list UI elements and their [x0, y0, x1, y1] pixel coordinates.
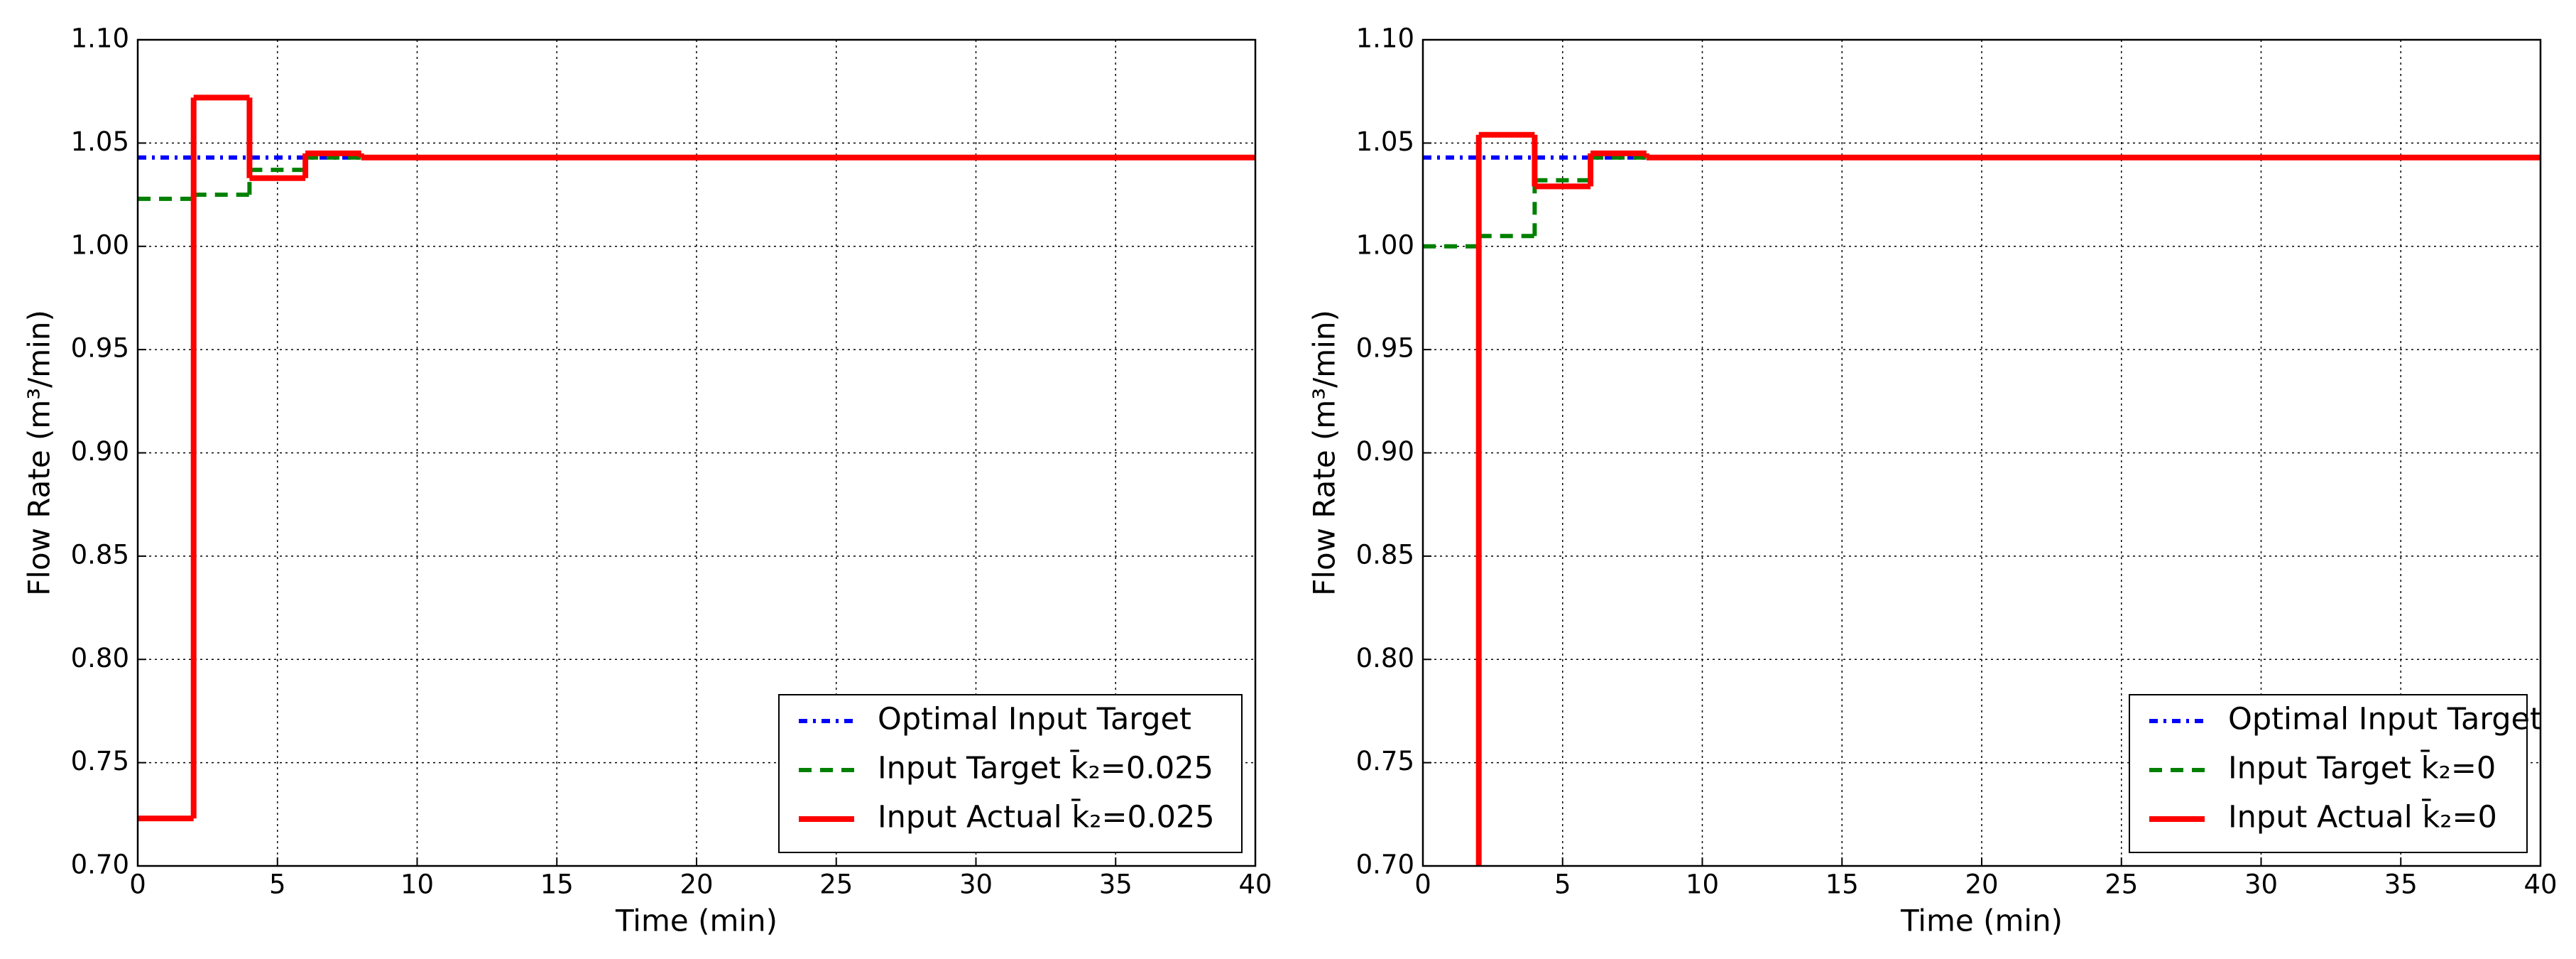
- x-tick-label: 15: [1825, 869, 1859, 900]
- y-tick-label: 1.05: [71, 126, 129, 157]
- x-tick-label: 35: [2384, 869, 2418, 900]
- plot-frame: [1421, 38, 2542, 867]
- y-axis-label: Flow Rate (m³/min): [22, 310, 57, 596]
- x-tick-label: 25: [2105, 869, 2138, 900]
- x-tick-label: 35: [1099, 869, 1133, 900]
- x-tick-label: 20: [680, 869, 713, 900]
- x-tick-label: 20: [1965, 869, 1998, 900]
- y-tick-label: 1.10: [71, 23, 129, 54]
- legend-label: Input Target k̄₂=0.025: [878, 749, 1213, 786]
- x-tick-label: 10: [400, 869, 434, 900]
- x-tick-label: 25: [819, 869, 853, 900]
- y-tick-label: 0.95: [1356, 333, 1414, 364]
- y-tick-label: 0.80: [71, 643, 129, 673]
- legend-label: Input Actual k̄₂=0.025: [878, 798, 1215, 835]
- y-tick-label: 1.05: [1356, 126, 1414, 157]
- y-tick-label: 0.70: [1356, 850, 1414, 880]
- legend-label: Optimal Input Target: [878, 702, 1191, 737]
- y-tick-label: 0.80: [1356, 643, 1414, 673]
- y-tick-label: 1.10: [1356, 23, 1414, 54]
- chart: 0 5 10 15 20 25 30 35 40 0.70 0.75 0.80 0.85 0.90 0.95…: [22, 23, 1272, 938]
- x-tick-label: 30: [2244, 869, 2278, 900]
- legend: Optimal Input Target Input Target k̄₂=0.0…: [778, 694, 1243, 853]
- y-tick-label: 0.85: [71, 539, 129, 570]
- legend-label: Input Target k̄₂=0: [2228, 749, 2496, 786]
- y-tick-label: 0.85: [1356, 539, 1414, 570]
- x-tick-label: 40: [2523, 869, 2557, 900]
- plot-frame: [136, 38, 1257, 867]
- y-axis-label: Flow Rate (m³/min): [1307, 310, 1342, 596]
- legend: Optimal Input Target Input Target k̄₂=0 In…: [2129, 694, 2542, 853]
- x-tick-label: 30: [959, 869, 993, 900]
- x-tick-label: 0: [1414, 869, 1431, 900]
- y-tick-label: 0.75: [1356, 746, 1414, 776]
- x-axis-label: Time (min): [1900, 904, 2063, 938]
- x-tick-label: 15: [540, 869, 574, 900]
- y-tick-label: 1.00: [1356, 229, 1414, 260]
- y-tick-label: 1.00: [71, 229, 129, 260]
- x-tick-label: 5: [1554, 869, 1571, 900]
- x-tick-label: 0: [129, 869, 146, 900]
- x-tick-label: 5: [269, 869, 286, 900]
- chart: 0 5 10 15 20 25 30 35 40 0.70 0.75 0.80 0.85 0.90 0.95…: [1307, 23, 2558, 938]
- y-tick-label: 0.95: [71, 333, 129, 364]
- x-axis-label: Time (min): [615, 904, 777, 938]
- y-tick-label: 0.90: [71, 436, 129, 467]
- legend-box: [778, 694, 1243, 853]
- y-tick-label: 0.90: [1356, 436, 1414, 467]
- y-tick-label: 0.75: [71, 746, 129, 776]
- legend-label: Optimal Input Target: [2228, 702, 2542, 737]
- y-tick-label: 0.70: [71, 850, 129, 880]
- legend-label: Input Actual k̄₂=0: [2228, 798, 2497, 835]
- x-tick-label: 10: [1686, 869, 1719, 900]
- x-tick-label: 40: [1238, 869, 1272, 900]
- plot-area: [138, 94, 1255, 822]
- plot-area: [1423, 131, 2540, 866]
